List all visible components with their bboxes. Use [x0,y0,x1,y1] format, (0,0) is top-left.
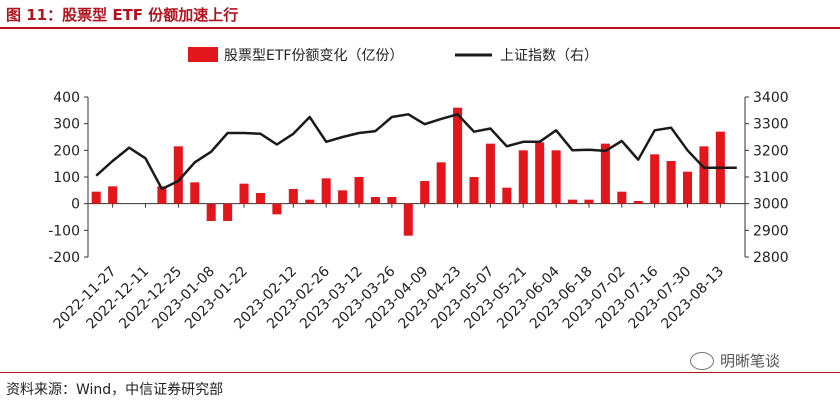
y-right-tick-label: 3100 [753,170,789,186]
footer-rule [0,372,840,373]
bar [387,197,397,204]
wechat-icon [690,351,714,370]
bar [453,107,463,204]
bar [173,146,183,204]
bar [403,203,413,236]
watermark: 明晰笔谈 [690,350,780,371]
etf-share-chart: 股票型ETF份额变化（亿份） 上证指数（右） -200 -100 0 100 200 300 4… [48,47,789,332]
watermark-text: 明晰笔谈 [720,352,781,370]
bar [108,186,118,204]
y-right-tick-label: 3300 [753,117,789,133]
bar [255,193,265,204]
y-left-tick-label: 400 [53,90,80,106]
bar [666,161,676,204]
bar [223,203,233,221]
bar [338,190,348,204]
bar [502,187,512,204]
legend-label-line: 上证指数（右） [500,48,598,64]
bar [239,183,249,204]
source-note: 资料来源：Wind，中信证券研究部 [6,382,224,398]
bar [600,143,610,204]
y-left-tick-label: 100 [53,170,80,186]
figure-header: 图 11：股票型 ETF 份额加速上行 [0,0,840,28]
figure-title: 图 11：股票型 ETF 份额加速上行 [6,6,239,24]
bar [518,150,528,204]
bar [288,189,298,204]
y-right-tick-label: 2800 [753,250,789,266]
header-rule [0,27,840,29]
bar [699,146,709,204]
bar [551,150,561,204]
y-right-tick-label: 3200 [753,143,789,159]
bar [157,186,167,204]
index-line [95,113,737,191]
bar [321,178,331,204]
bar [535,142,545,204]
bar [206,203,216,221]
bar [305,199,315,204]
y-left-tick-label: -100 [48,223,80,239]
bar [682,171,693,204]
bar [650,154,660,204]
y-right-tick-label: 2900 [753,223,789,239]
y-left-tick-label: 200 [53,143,80,159]
bar [469,177,479,204]
bar [420,181,430,204]
bar [190,182,200,204]
y-right-tick-label: 3400 [753,90,789,106]
bar [485,143,495,204]
bar [633,201,643,204]
y-left-tick-label: 0 [71,197,80,213]
bar [91,191,101,204]
bar [584,199,594,204]
bar [617,191,627,204]
bar [568,199,578,204]
bar [370,197,380,204]
bar [436,162,446,204]
y-left-tick-label: 300 [53,117,80,133]
bar [272,203,282,215]
bar [354,177,364,204]
legend-label-bar: 股票型ETF份额变化（亿份） [224,48,403,64]
legend-swatch-bar [188,47,218,62]
legend: 股票型ETF份额变化（亿份） 上证指数（右） [188,47,598,64]
y-right-tick-label: 3000 [753,197,789,213]
y-left-tick-label: -200 [48,250,80,266]
